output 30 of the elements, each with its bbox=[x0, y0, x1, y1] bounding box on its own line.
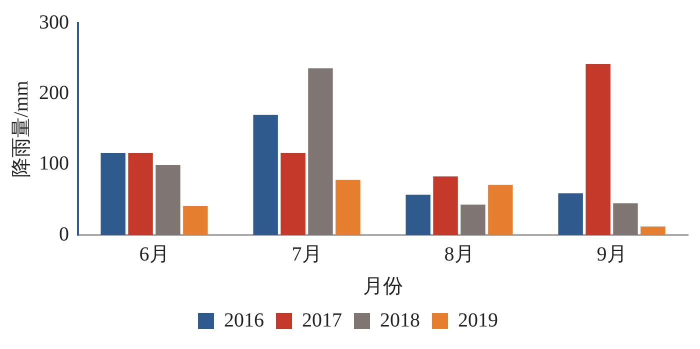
bar bbox=[406, 194, 430, 235]
bar bbox=[586, 64, 610, 235]
x-tick-label: 7月 bbox=[292, 243, 322, 266]
bar bbox=[488, 184, 513, 235]
bar bbox=[640, 226, 666, 235]
y-tick-label: 100 bbox=[39, 152, 69, 175]
bar bbox=[253, 114, 278, 235]
x-tick-label: 8月 bbox=[444, 243, 474, 266]
y-tick-label: 0 bbox=[59, 223, 69, 246]
bar bbox=[613, 203, 638, 235]
bar bbox=[460, 204, 486, 235]
legend-label: 2017 bbox=[302, 309, 342, 332]
y-axis-title: 降雨量/mm bbox=[10, 80, 32, 178]
x-tick-label: 6月 bbox=[139, 243, 170, 266]
bar bbox=[558, 193, 583, 235]
x-tick-label: 9月 bbox=[596, 243, 627, 266]
bar bbox=[280, 153, 306, 235]
bar bbox=[433, 176, 458, 235]
legend-label: 2019 bbox=[458, 309, 498, 332]
legend-label: 2018 bbox=[380, 309, 420, 332]
bar bbox=[156, 165, 180, 235]
y-tick-label: 200 bbox=[39, 82, 69, 104]
bar bbox=[128, 153, 153, 235]
bar bbox=[336, 180, 360, 235]
legend-label: 2016 bbox=[224, 309, 264, 332]
bar bbox=[183, 206, 208, 235]
y-tick-label: 300 bbox=[39, 11, 69, 34]
bar bbox=[308, 68, 333, 235]
x-axis-title: 月份 bbox=[363, 275, 403, 298]
bar bbox=[100, 153, 126, 235]
